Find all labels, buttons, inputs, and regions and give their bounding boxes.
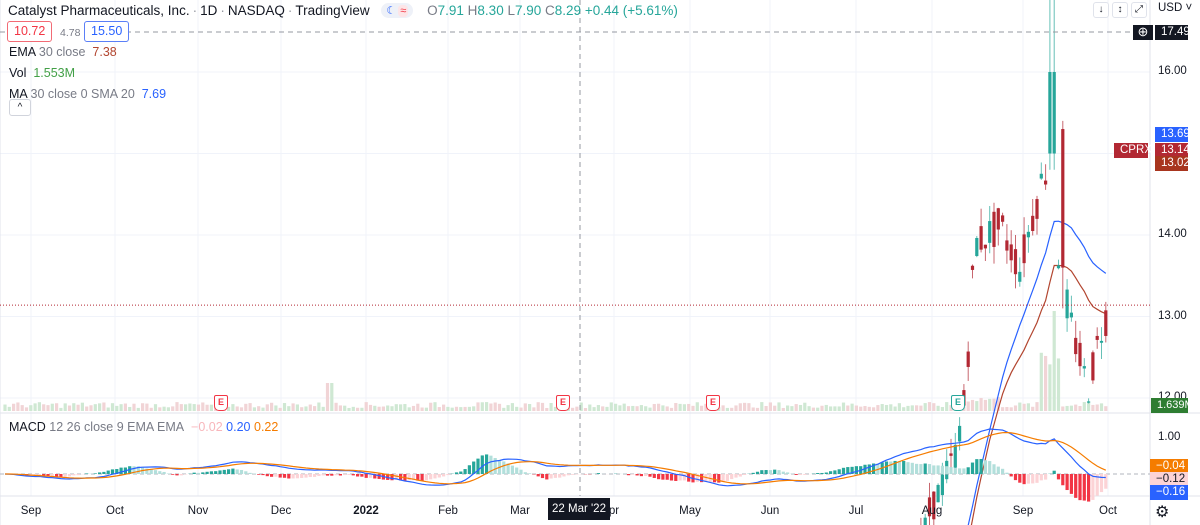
earnings-badge-icon[interactable]: E xyxy=(214,395,228,411)
volume-legend[interactable]: Vol 1.553M xyxy=(9,66,76,80)
session-pill[interactable]: ☾ ≈ xyxy=(381,3,414,18)
ema-legend[interactable]: EMA 30 close 7.38 xyxy=(9,45,117,59)
time-label: Mar xyxy=(510,505,530,517)
volume-tag: 1.639M xyxy=(1151,398,1194,413)
macd-legend[interactable]: MACD 12 26 close 9 EMA EMA −0.02 0.20 0.… xyxy=(9,420,279,434)
symbol-tag: CPRX xyxy=(1114,143,1152,158)
crosshair-date-tag: 22 Mar '22 xyxy=(548,498,610,520)
earnings-badge-icon[interactable]: E xyxy=(706,395,720,411)
time-label: May xyxy=(679,505,701,517)
ema-price-tag: 13.02 xyxy=(1155,156,1190,171)
time-label: Sep xyxy=(20,505,42,517)
time-label: 2022 xyxy=(353,505,379,517)
expand-button[interactable]: ⤢ xyxy=(1131,2,1147,18)
scroll-down-button[interactable]: ↓ xyxy=(1093,2,1109,18)
earnings-badge-icon[interactable]: E xyxy=(951,395,965,411)
collapse-legend-button[interactable]: ^ xyxy=(9,99,31,116)
time-label: Jun xyxy=(760,505,780,517)
price-tick: 13.00 xyxy=(1158,309,1187,322)
time-label: Feb xyxy=(438,505,458,517)
range-high-box[interactable]: 15.50 xyxy=(84,21,130,42)
hist-tag: −0.12 xyxy=(1150,472,1188,487)
add-alert-icon[interactable]: ⊕ xyxy=(1133,25,1153,40)
exchange: NASDAQ xyxy=(227,3,285,18)
ohlc-values: O7.91 H8.30 L7.90 C8.29 +0.44 (+5.61%) xyxy=(427,3,678,18)
interval: 1D xyxy=(200,3,218,18)
last-price-tag: 13.14 xyxy=(1155,143,1190,158)
range-low-box[interactable]: 10.72 xyxy=(7,21,53,42)
crosshair-price-tag: 17.49 xyxy=(1155,25,1190,40)
symbol-header: Catalyst Pharmaceuticals, Inc. · 1D · NASDAQ… xyxy=(8,3,678,18)
settings-gear-icon[interactable]: ⚙ xyxy=(1155,504,1170,521)
time-label: Oct xyxy=(106,505,124,517)
source: TradingView xyxy=(295,3,370,18)
macd-tag: −0.16 xyxy=(1150,485,1188,500)
currency-selector[interactable]: USD ˅ xyxy=(1158,2,1193,14)
time-label: Nov xyxy=(187,505,209,517)
moon-icon: ☾ xyxy=(386,5,397,17)
ma-legend[interactable]: MA 30 close 0 SMA 20 7.69 xyxy=(9,87,167,101)
fit-button[interactable]: ↕ xyxy=(1112,2,1128,18)
symbol-name[interactable]: Catalyst Pharmaceuticals, Inc. xyxy=(8,3,190,18)
signal-tag: −0.04 xyxy=(1150,459,1188,474)
earnings-badge-icon[interactable]: E xyxy=(556,395,570,411)
time-label: Jul xyxy=(848,505,864,517)
time-label: Aug xyxy=(921,505,943,517)
price-change: +0.44 (+5.61%) xyxy=(584,3,678,18)
price-tick: 14.00 xyxy=(1158,228,1187,240)
price-tick: 16.00 xyxy=(1158,65,1187,77)
time-label: Sep xyxy=(1012,505,1034,517)
time-label: Dec xyxy=(270,505,292,517)
ma-price-tag: 13.69 xyxy=(1155,127,1190,142)
wave-icon: ≈ xyxy=(398,4,409,17)
time-label: Oct xyxy=(1099,505,1117,517)
macd-tick: 1.00 xyxy=(1158,431,1181,443)
time-label: pr xyxy=(608,505,620,517)
range-diff: 4.78 xyxy=(54,25,87,46)
